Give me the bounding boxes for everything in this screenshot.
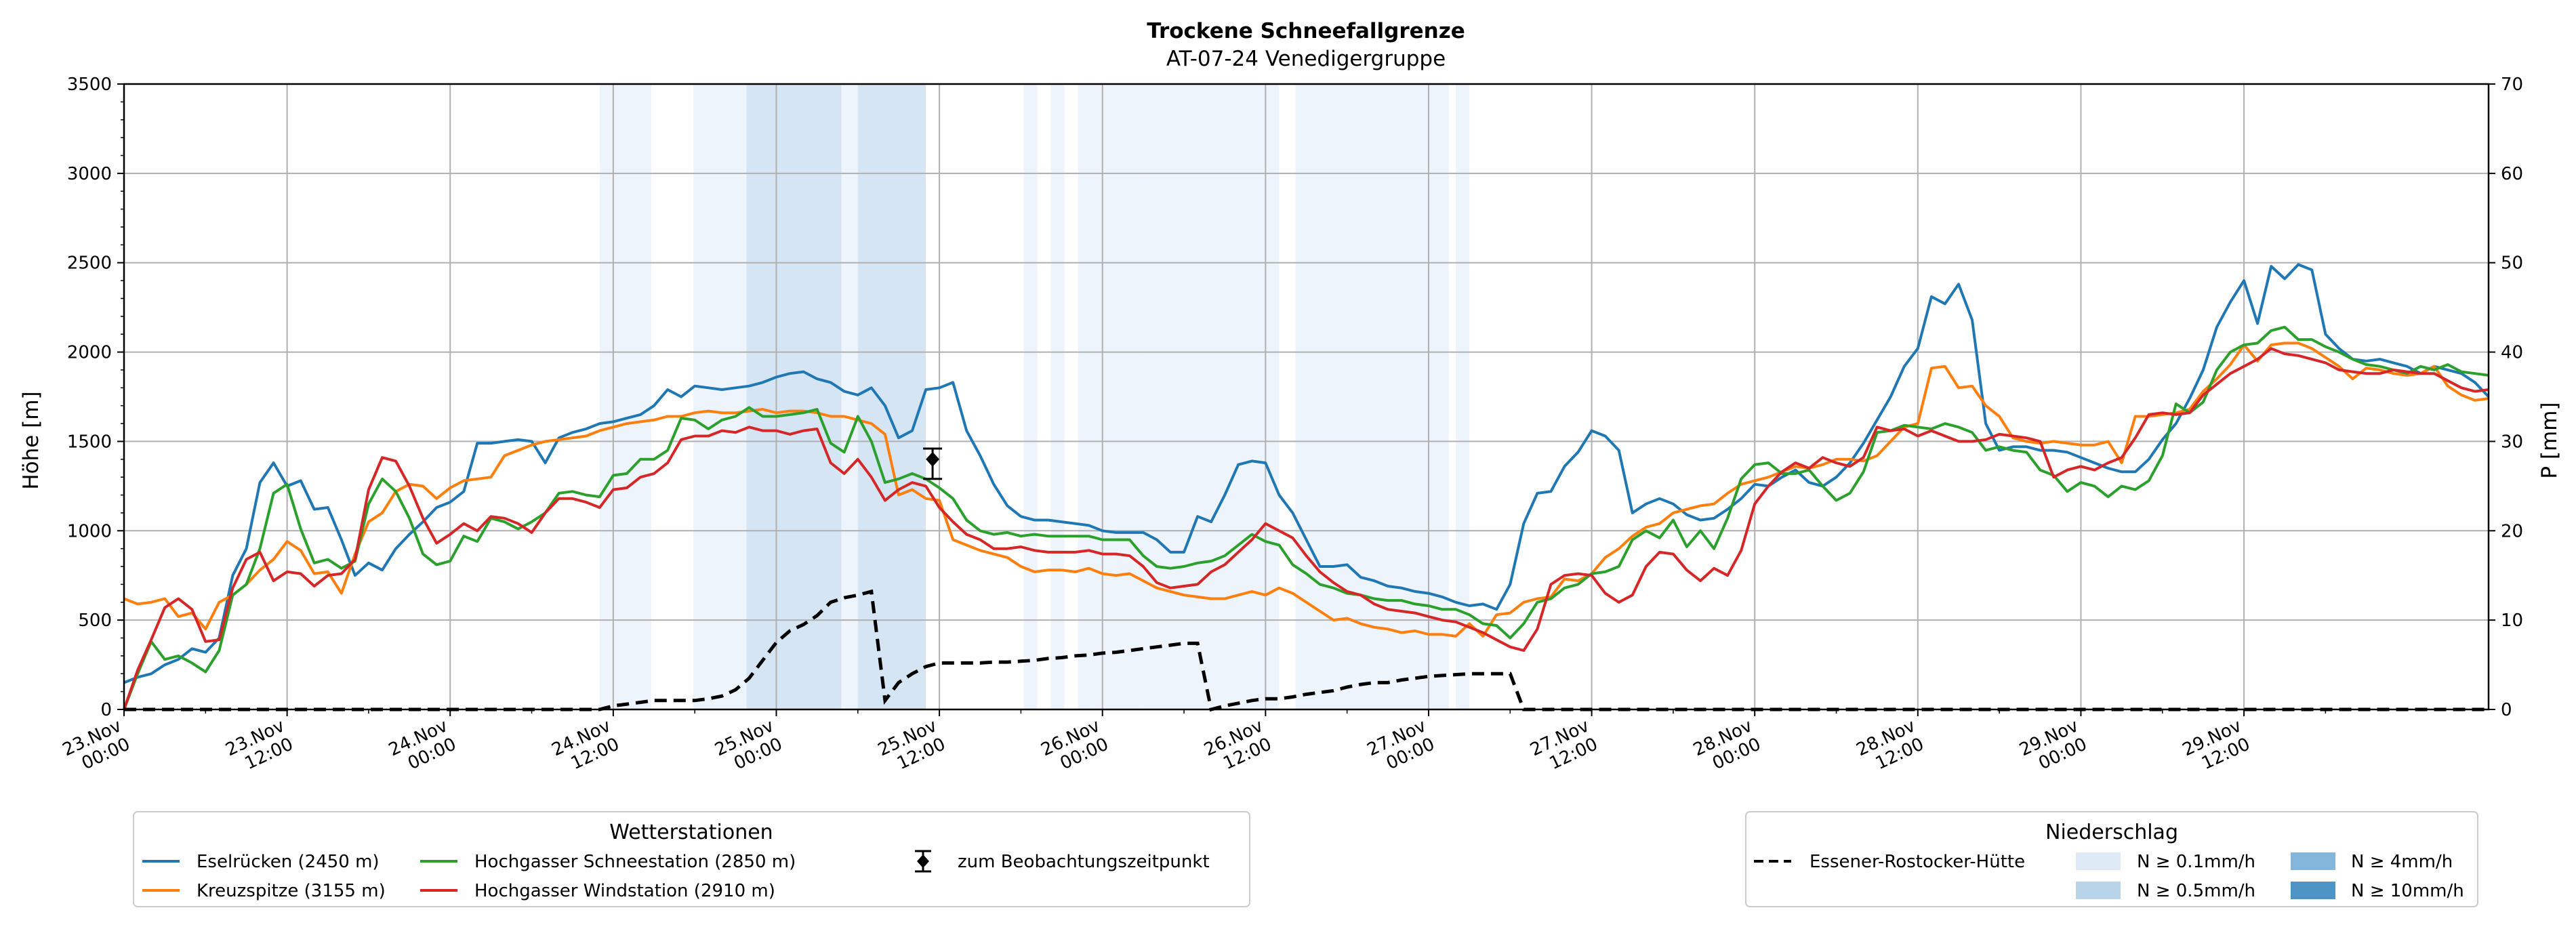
legend-swatch-intensity-2: [2076, 882, 2121, 899]
y-axis-label-left: Höhe [m]: [19, 391, 43, 489]
chart-title: Trockene Schneefallgrenze: [1147, 19, 1465, 43]
series-line-0: [123, 263, 2490, 684]
y-tick-label-right: 70: [2501, 75, 2523, 95]
legend-label-intensity-3: N ≥ 4mm/h: [2351, 852, 2453, 872]
y-tick-label-right: 30: [2501, 432, 2523, 452]
precip-band: [693, 84, 747, 709]
precip-band: [1050, 84, 1065, 709]
precip-band: [1143, 84, 1280, 709]
precip-band: [841, 84, 858, 709]
precip-band: [599, 84, 652, 709]
legend-label-windstation: Hochgasser Windstation (2910 m): [474, 881, 775, 901]
y-tick-label-left: 0: [100, 700, 112, 720]
y-tick-label-left: 2500: [67, 253, 112, 274]
y-tick-label-left: 500: [78, 611, 112, 631]
precip-band: [746, 84, 842, 709]
y-tick-label-left: 1000: [67, 521, 112, 541]
legend-label-intensity-1: N ≥ 0.1mm/h: [2137, 852, 2255, 872]
precip-band: [1091, 84, 1143, 709]
series-line-3: [123, 347, 2489, 710]
observation-point: [926, 451, 940, 467]
legend-label-schneestation: Hochgasser Schneestation (2850 m): [474, 852, 796, 872]
legend-label-precip-line: Essener-Rostocker-Hütte: [1810, 852, 2025, 872]
legend-label-observation: zum Beobachtungszeitpunkt: [958, 852, 1210, 872]
precip-line: [124, 589, 2489, 712]
legend-swatch-intensity-1: [2076, 852, 2121, 870]
legend-stations-title: Wetterstationen: [609, 821, 773, 844]
y-tick-label-left: 1500: [67, 432, 112, 452]
y-tick-label-right: 20: [2501, 521, 2523, 541]
legend-stations: Wetterstationen Eselrücken (2450 m) Kreu…: [133, 811, 1250, 907]
legend-swatch-observation: [915, 850, 931, 873]
y-tick-label-right: 50: [2501, 253, 2523, 274]
legend-label-intensity-2: N ≥ 0.5mm/h: [2137, 881, 2255, 901]
legend-swatch-intensity-4: [2291, 882, 2335, 899]
y-tick-label-right: 40: [2501, 343, 2523, 363]
legend-precip-title: Niederschlag: [2045, 821, 2178, 844]
y-tick-label-right: 60: [2501, 164, 2523, 184]
chart-subtitle: AT-07-24 Venedigergruppe: [1166, 47, 1446, 71]
legend-precip: Niederschlag Essener-Rostocker-Hütte N ≥…: [1745, 811, 2478, 907]
series-lines: [123, 263, 2490, 710]
precip-band: [857, 84, 926, 709]
legend-label-kreuzspitze: Kreuzspitze (3155 m): [197, 881, 386, 901]
observation-marker: [923, 447, 943, 480]
legend-label-eselruecken: Eselrücken (2450 m): [197, 852, 380, 872]
y-tick-label-right: 10: [2501, 611, 2523, 631]
precip-bands: [599, 84, 1470, 709]
y-axis-label-right: P [mm]: [2537, 402, 2562, 478]
legend-swatch-intensity-3: [2291, 852, 2335, 870]
precip-band: [1456, 84, 1470, 709]
plot-frame: [123, 83, 2490, 711]
series-line-1: [123, 342, 2489, 638]
series-line-2: [123, 325, 2489, 710]
y-tick-label-left: 3500: [67, 75, 112, 95]
legend-label-intensity-4: N ≥ 10mm/h: [2351, 881, 2464, 901]
precip-band: [1023, 84, 1038, 709]
precip-series-line: [124, 589, 2489, 712]
y-tick-label-left: 2000: [67, 343, 112, 363]
y-tick-label-right: 0: [2501, 700, 2512, 720]
y-tick-label-left: 3000: [67, 164, 112, 184]
precip-band: [1078, 84, 1092, 709]
